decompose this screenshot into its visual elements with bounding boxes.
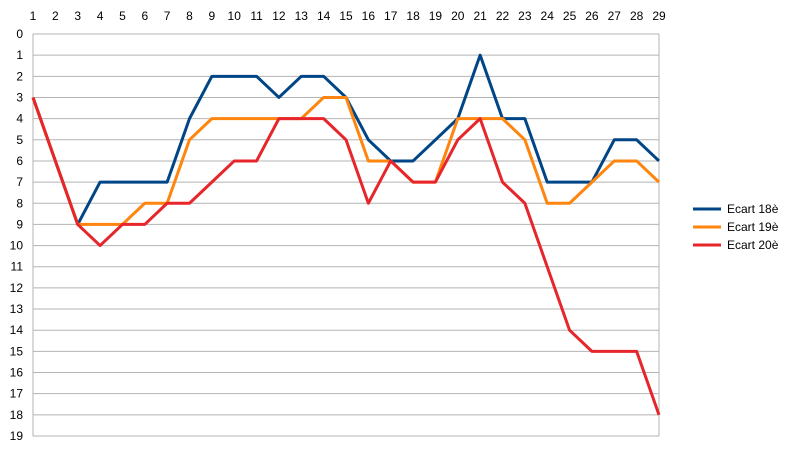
x-tick-label: 22 — [496, 9, 510, 23]
y-tick-label: 7 — [16, 175, 23, 189]
x-tick-label: 27 — [608, 9, 622, 23]
y-tick-label: 14 — [10, 323, 24, 337]
y-tick-label: 8 — [16, 196, 23, 210]
y-tick-label: 15 — [10, 344, 24, 358]
x-tick-label: 4 — [97, 9, 104, 23]
x-tick-label: 2 — [52, 9, 59, 23]
legend-label-ecart-20: Ecart 20è — [727, 238, 779, 252]
x-tick-label: 10 — [228, 9, 242, 23]
y-tick-label: 0 — [16, 27, 23, 41]
legend-label-ecart-19: Ecart 19è — [727, 220, 779, 234]
x-tick-label: 20 — [451, 9, 465, 23]
y-tick-label: 16 — [10, 366, 24, 380]
series-line-ecart-19 — [31, 95, 661, 226]
x-tick-label: 29 — [652, 9, 666, 23]
x-tick-label: 5 — [119, 9, 126, 23]
x-tick-label: 1 — [30, 9, 37, 23]
x-tick-label: 16 — [362, 9, 376, 23]
x-tick-label: 9 — [209, 9, 216, 23]
x-tick-label: 8 — [186, 9, 193, 23]
x-tick-label: 13 — [295, 9, 309, 23]
y-tick-label: 5 — [16, 133, 23, 147]
y-tick-label: 12 — [10, 281, 24, 295]
x-tick-label: 11 — [250, 9, 263, 23]
y-tick-label: 2 — [16, 69, 23, 83]
x-tick-label: 15 — [339, 9, 353, 23]
x-tick-label: 26 — [585, 9, 599, 23]
y-tick-label: 1 — [16, 48, 23, 62]
x-tick-label: 25 — [563, 9, 577, 23]
series-lines — [31, 53, 661, 416]
axes — [32, 34, 660, 436]
y-tick-label: 10 — [10, 239, 24, 253]
x-tick-label: 14 — [317, 9, 331, 23]
y-tick-label: 18 — [10, 408, 24, 422]
x-tick-label: 7 — [164, 9, 171, 23]
legend: Ecart 18è Ecart 19è Ecart 20è — [693, 202, 779, 252]
x-tick-label: 17 — [384, 9, 398, 23]
x-tick-label: 21 — [473, 9, 487, 23]
series-line-ecart-18 — [31, 53, 661, 226]
x-tick-label: 6 — [141, 9, 148, 23]
y-tick-label: 13 — [10, 302, 24, 316]
x-tick-label: 19 — [429, 9, 443, 23]
y-tick-label: 4 — [16, 112, 23, 126]
x-tick-label: 3 — [74, 9, 81, 23]
x-tick-label: 28 — [630, 9, 644, 23]
x-tick-label: 23 — [518, 9, 532, 23]
y-tick-label: 17 — [10, 387, 24, 401]
y-tick-label: 9 — [16, 217, 23, 231]
grid-lines — [33, 33, 659, 437]
y-tick-label: 6 — [16, 154, 23, 168]
series-line-ecart-20 — [31, 96, 661, 416]
x-tick-labels: 1 2 3 4 5 6 7 8 9 10 11 12 13 14 15 16 17 18 19 20 21 22 23 24 2… — [30, 9, 666, 23]
y-tick-label: 19 — [10, 429, 24, 443]
y-tick-label: 11 — [11, 260, 24, 274]
x-tick-label: 18 — [406, 9, 420, 23]
x-tick-label: 24 — [541, 9, 555, 23]
x-tick-label: 12 — [272, 9, 286, 23]
legend-label-ecart-18: Ecart 18è — [727, 202, 779, 216]
y-tick-label: 3 — [16, 90, 23, 104]
